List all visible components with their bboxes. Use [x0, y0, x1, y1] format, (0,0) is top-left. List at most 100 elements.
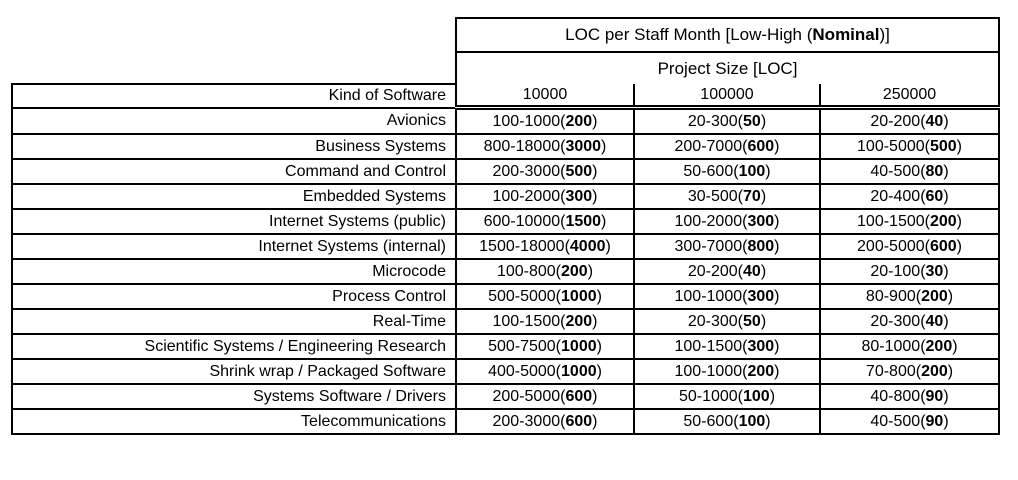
loc-nominal-value: 600	[565, 387, 593, 405]
loc-nominal-value: 1000	[561, 362, 597, 380]
loc-nominal-value: 100	[743, 387, 770, 405]
loc-range-close: )	[596, 362, 602, 380]
loc-range-cell: 500-7500(1000)	[455, 333, 635, 360]
loc-range-cell: 50-600(100)	[633, 158, 821, 185]
loc-nominal-value: 200	[565, 312, 593, 330]
loc-nominal-value: 30	[925, 262, 944, 280]
loc-range-low-high: 200-7000(	[674, 137, 748, 155]
loc-range-cell: 20-200(40)	[818, 106, 1001, 135]
column-header-row: Kind of Software 10000 100000 250000	[11, 83, 1001, 110]
loc-range-low-high: 40-800(	[870, 387, 926, 405]
software-kind-cell: Internet Systems (internal)	[11, 233, 457, 260]
loc-range-low-high: 100-1500(	[492, 312, 566, 330]
loc-nominal-value: 60	[925, 187, 944, 205]
loc-range-low-high: 30-500(	[687, 187, 744, 205]
loc-range-close: )	[769, 387, 776, 405]
loc-range-cell: 30-500(70)	[633, 183, 821, 210]
loc-range-close: )	[592, 387, 598, 405]
loc-nominal-value: 500	[565, 162, 593, 180]
loc-range-cell: 40-500(90)	[818, 408, 1001, 435]
loc-range-close: )	[592, 187, 598, 205]
loc-range-close: )	[774, 212, 780, 230]
table-row: Process Control 500-5000(1000) 100-1000(…	[11, 283, 1001, 310]
loc-range-close: )	[952, 337, 958, 355]
loc-range-close: )	[760, 187, 767, 205]
loc-range-low-high: 500-7500(	[488, 337, 562, 355]
loc-range-cell: 20-300(40)	[818, 308, 1001, 335]
loc-nominal-value: 70	[743, 187, 761, 205]
table-title-pre: LOC per Staff Month [Low-High (	[565, 25, 813, 44]
loc-range-cell: 20-300(50)	[633, 106, 821, 135]
loc-range-close: )	[765, 412, 771, 430]
loc-range-low-high: 20-300(	[870, 312, 926, 330]
software-kind-cell: Business Systems	[11, 133, 457, 160]
loc-range-low-high: 200-3000(	[492, 412, 566, 430]
table-row: Telecommunications 200-3000(600) 50-600(…	[11, 408, 1001, 435]
loc-nominal-value: 600	[747, 137, 775, 155]
loc-range-low-high: 100-1500(	[674, 337, 748, 355]
loc-range-cell: 70-800(200)	[818, 358, 1001, 385]
loc-nominal-value: 300	[747, 212, 775, 230]
loc-range-cell: 800-18000(3000)	[455, 133, 635, 160]
loc-nominal-value: 90	[925, 412, 944, 430]
loc-range-cell: 100-2000(300)	[455, 183, 635, 210]
loc-range-cell: 200-5000(600)	[455, 383, 635, 410]
loc-range-close: )	[774, 337, 780, 355]
loc-nominal-value: 40	[743, 262, 761, 280]
loc-range-low-high: 50-600(	[683, 412, 739, 430]
loc-range-close: )	[774, 287, 780, 305]
loc-range-cell: 50-600(100)	[633, 408, 821, 435]
loc-range-cell: 400-5000(1000)	[455, 358, 635, 385]
table-row: Systems Software / Drivers 200-5000(600)…	[11, 383, 1001, 410]
software-kind-cell: Systems Software / Drivers	[11, 383, 457, 410]
loc-range-close: )	[760, 262, 767, 280]
software-kind-cell: Command and Control	[11, 158, 457, 185]
table-row: Embedded Systems 100-2000(300) 30-500(70…	[11, 183, 1001, 210]
project-size-header: Project Size [LOC]	[454, 52, 1001, 84]
loc-nominal-value: 800	[747, 237, 775, 255]
loc-range-cell: 100-1500(300)	[633, 333, 821, 360]
loc-nominal-value: 50	[743, 312, 761, 330]
loc-range-close: )	[943, 112, 949, 130]
loc-range-close: )	[765, 162, 771, 180]
loc-range-cell: 100-5000(500)	[818, 133, 1001, 160]
loc-range-low-high: 50-1000(	[678, 387, 743, 405]
loc-range-low-high: 400-5000(	[488, 362, 562, 380]
loc-range-low-high: 40-500(	[870, 162, 926, 180]
loc-range-cell: 20-100(30)	[818, 258, 1001, 285]
loc-range-close: )	[943, 162, 949, 180]
loc-range-close: )	[943, 412, 949, 430]
loc-nominal-value: 300	[747, 287, 775, 305]
loc-range-cell: 50-1000(100)	[633, 383, 821, 410]
loc-nominal-value: 200	[929, 212, 957, 230]
loc-nominal-value: 3000	[565, 137, 602, 155]
loc-range-close: )	[774, 237, 780, 255]
loc-range-low-high: 600-10000(	[483, 212, 566, 230]
table-row: Shrink wrap / Packaged Software 400-5000…	[11, 358, 1001, 385]
loc-table: LOC per Staff Month [Low-High (Nominal)]…	[11, 17, 1001, 435]
loc-range-cell: 40-500(80)	[818, 158, 1001, 185]
loc-range-low-high: 100-1000(	[674, 362, 748, 380]
table-row: Real-Time 100-1500(200) 20-300(50) 20-30…	[11, 308, 1001, 335]
loc-range-cell: 1500-18000(4000)	[455, 233, 635, 260]
loc-nominal-value: 200	[925, 337, 953, 355]
loc-range-low-high: 50-600(	[683, 162, 739, 180]
loc-range-close: )	[943, 387, 949, 405]
loc-range-low-high: 100-2000(	[492, 187, 566, 205]
table-row: Internet Systems (public) 600-10000(1500…	[11, 208, 1001, 235]
loc-range-close: )	[956, 237, 962, 255]
loc-range-low-high: 200-5000(	[857, 237, 930, 255]
table-row: Avionics 100-1000(200) 20-300(50) 20-200…	[11, 106, 1001, 135]
loc-range-close: )	[601, 212, 607, 230]
size-column-header-250000: 250000	[818, 84, 1001, 110]
loc-range-cell: 100-2000(300)	[633, 208, 821, 235]
loc-nominal-value: 200	[747, 362, 775, 380]
loc-range-low-high: 80-1000(	[861, 337, 926, 355]
loc-range-close: )	[774, 362, 780, 380]
software-kind-cell: Real-Time	[11, 308, 457, 335]
loc-range-low-high: 500-5000(	[488, 287, 562, 305]
loc-nominal-value: 40	[925, 112, 944, 130]
loc-range-low-high: 100-1500(	[857, 212, 930, 230]
loc-range-cell: 500-5000(1000)	[455, 283, 635, 310]
empty-corner	[12, 52, 456, 84]
